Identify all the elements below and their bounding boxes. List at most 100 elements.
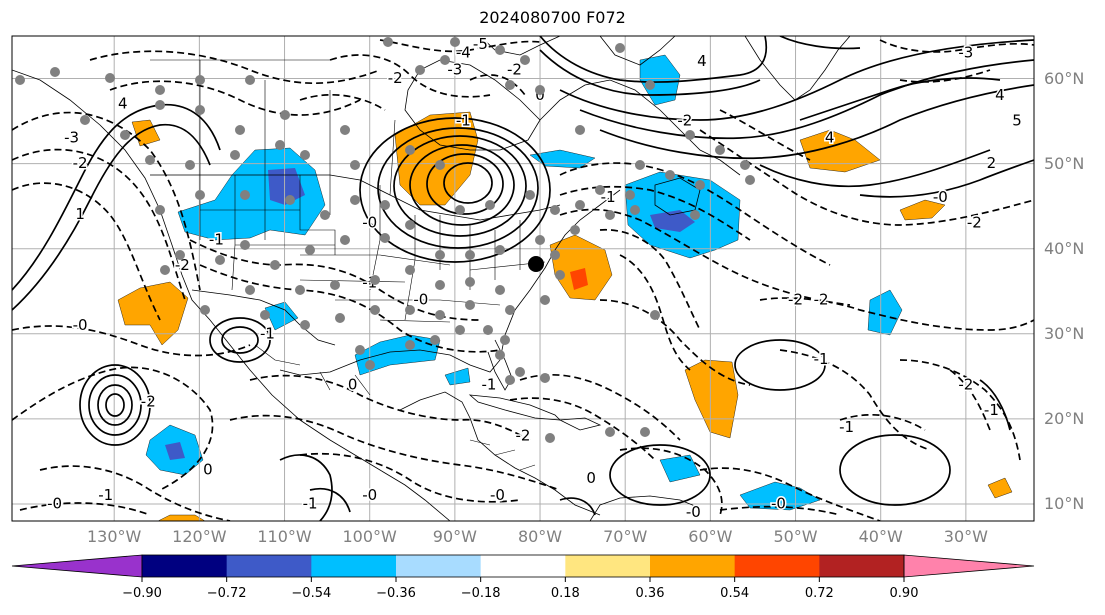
contour-label: -4 bbox=[456, 44, 471, 62]
colorbar-label: 0.18 bbox=[550, 586, 580, 601]
contour-label: -1 bbox=[984, 401, 999, 419]
contour-label: 4 bbox=[995, 86, 1005, 104]
lat-lon-gridlines bbox=[12, 36, 1034, 521]
fill-orange-greenland bbox=[799, 129, 881, 173]
contour-label: 0 bbox=[348, 375, 358, 393]
contour-label: -1 bbox=[209, 231, 224, 249]
latitude-label: 50°N bbox=[1044, 153, 1085, 173]
shaded-anomaly-regions bbox=[117, 54, 1013, 521]
colorbar-label: 0.90 bbox=[889, 586, 919, 601]
baffin bbox=[599, 36, 676, 66]
longitude-label: 100°W bbox=[342, 527, 397, 546]
contour-label: -0 bbox=[490, 486, 505, 504]
map-border bbox=[11, 35, 1035, 522]
colorbar-segment bbox=[734, 555, 820, 577]
colorbar-segment bbox=[819, 555, 905, 577]
longitude-label: 60°W bbox=[688, 527, 733, 546]
fill-blue-gulf bbox=[354, 334, 441, 376]
colorbar-label: −0.90 bbox=[122, 586, 162, 601]
contour-label: -2 bbox=[967, 214, 982, 232]
contour-label: -1 bbox=[303, 494, 318, 512]
colorbar-label: −0.18 bbox=[460, 586, 501, 601]
contour-label: -2 bbox=[388, 69, 403, 87]
fill-blue-yucatan bbox=[444, 367, 471, 386]
contour-label: -0 bbox=[413, 290, 428, 308]
contour-label: -1 bbox=[481, 375, 496, 393]
colorbar-segment bbox=[142, 555, 228, 577]
fill-orange-bottom bbox=[157, 514, 206, 521]
colorbar-extend-high bbox=[903, 554, 1035, 578]
contour-label: -2 bbox=[507, 61, 522, 79]
contour-label: 0 bbox=[203, 460, 213, 478]
contour-label: -1 bbox=[98, 486, 113, 504]
longitude-label: 50°W bbox=[773, 527, 818, 546]
contour-label: -2 bbox=[788, 290, 803, 308]
colorbar-extend-low bbox=[11, 554, 143, 578]
negative-dashed-contours bbox=[12, 39, 1034, 521]
contour-label: -0 bbox=[362, 214, 377, 232]
longitude-label: 40°W bbox=[858, 527, 903, 546]
contour-label: -3 bbox=[958, 44, 973, 62]
contour-label: -0 bbox=[73, 316, 88, 334]
colorbar-label: 0.36 bbox=[635, 586, 665, 601]
latitude-label: 30°N bbox=[1044, 323, 1085, 343]
contour-label: -1 bbox=[260, 324, 275, 342]
contour-label: 0 bbox=[586, 469, 596, 487]
central-america-borders bbox=[469, 439, 536, 471]
colorbar-segment bbox=[311, 555, 397, 577]
contour-labels: -3-214-0-2-2-1-10-2 -3-4 -5-20-1-0-1-0-1-2… bbox=[46, 36, 1024, 521]
colorbar-segment bbox=[480, 555, 566, 577]
colorbar bbox=[11, 554, 1035, 582]
fill-blue-labrador bbox=[639, 54, 681, 106]
latitude-label: 60°N bbox=[1044, 68, 1085, 88]
plot-title: 2024080700 F072 bbox=[479, 8, 626, 27]
fill-darkblue-pacific bbox=[165, 442, 185, 460]
colorbar-label: 0.54 bbox=[720, 586, 750, 601]
colorbar-segment bbox=[650, 555, 736, 577]
colorbar-label: 0.72 bbox=[804, 586, 834, 601]
contour-label: -1 bbox=[839, 418, 854, 436]
colorbar-label: −0.54 bbox=[291, 586, 332, 601]
contour-label: 4 bbox=[118, 95, 128, 113]
contour-label: -2 bbox=[516, 426, 531, 444]
colorbar-label: −0.36 bbox=[376, 586, 416, 601]
colorbar-outline bbox=[141, 554, 905, 578]
fill-orange-northeast bbox=[899, 199, 946, 221]
longitude-label: 80°W bbox=[517, 527, 563, 546]
contour-label: 4 bbox=[825, 129, 835, 147]
mexico-states bbox=[254, 344, 371, 396]
longitude-label: 130°W bbox=[87, 527, 142, 546]
fill-blue-texas bbox=[264, 301, 299, 331]
latitude-label: 20°N bbox=[1044, 408, 1085, 428]
latitude-label: 10°N bbox=[1044, 493, 1085, 513]
contour-label: -0 bbox=[686, 503, 701, 521]
us-canada-border bbox=[150, 174, 561, 221]
positive-solid-contours bbox=[12, 36, 1034, 521]
contour-label: -2 bbox=[958, 375, 973, 393]
contour-label: -2 bbox=[175, 256, 190, 274]
contour-label: -2 bbox=[677, 112, 692, 130]
fill-red-midatlantic bbox=[570, 268, 588, 290]
arctic-islands bbox=[479, 36, 561, 56]
observation-sites bbox=[15, 37, 755, 443]
colorbar-segment bbox=[396, 555, 482, 577]
fill-darkblue-rockies bbox=[268, 168, 305, 205]
station-marker bbox=[528, 256, 544, 272]
labrador-coast bbox=[539, 79, 741, 176]
longitude-label: 70°W bbox=[603, 527, 648, 546]
contour-label: 1 bbox=[75, 205, 85, 223]
latitude-label: 40°N bbox=[1044, 238, 1085, 258]
contour-label: -1 bbox=[814, 350, 829, 368]
fill-orange-small bbox=[987, 477, 1013, 499]
yucatan-central-america bbox=[399, 391, 601, 516]
contour-label: -0 bbox=[933, 188, 948, 206]
contour-label: -2 bbox=[73, 154, 88, 172]
contour-label: -0 bbox=[771, 494, 786, 512]
contour-label: -2 bbox=[141, 392, 156, 410]
longitude-label: 90°W bbox=[432, 527, 477, 546]
colorbar-segment bbox=[565, 555, 651, 577]
fill-orange-baja bbox=[117, 281, 189, 346]
contour-label: -3 bbox=[64, 129, 79, 147]
contour-label: -0 bbox=[362, 486, 377, 504]
